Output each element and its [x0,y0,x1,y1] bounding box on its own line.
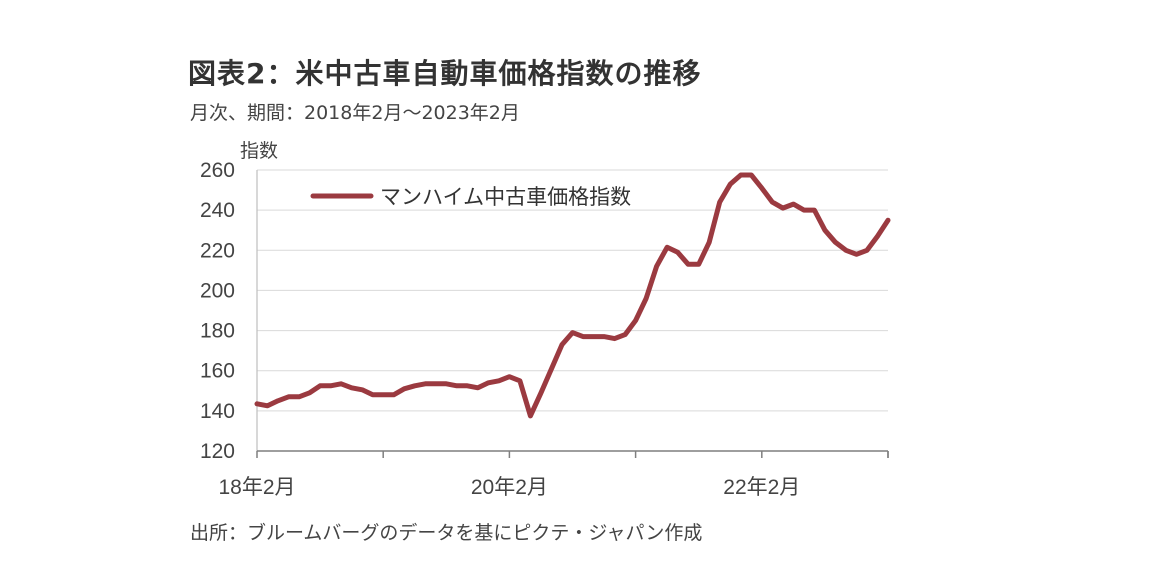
y-tick-label: 160 [200,360,235,383]
y-axis-label: 指数 [240,140,279,162]
y-tick-label: 180 [200,320,235,343]
x-tick-label: 18年2月 [218,476,295,499]
chart-title: 図表2：米中古車自動車価格指数の推移 [188,57,702,90]
y-tick-label: 140 [200,400,235,423]
y-axis-ticks: 120 140 160 180 200 220 240 260 [200,159,258,463]
series-group [254,172,891,419]
x-axis: 18年2月 20年2月 22年2月 [218,450,889,499]
x-tick-label: 20年2月 [471,476,548,499]
chart-subtitle: 月次、期間：2018年2月～2023年2月 [190,102,520,124]
y-tick-label: 260 [200,159,235,182]
x-tick-label: 22年2月 [723,476,800,499]
source-note: 出所：ブルームバーグのデータを基にピクテ・ジャパン作成 [190,522,703,544]
series-line-0 [254,172,891,419]
legend-label: マンハイム中古車価格指数 [380,185,631,209]
y-tick-label: 200 [200,279,235,302]
y-tick-label: 240 [200,199,235,222]
y-tick-label: 120 [200,440,235,463]
y-tick-label: 220 [200,239,235,262]
legend: マンハイム中古車価格指数 [310,185,631,209]
